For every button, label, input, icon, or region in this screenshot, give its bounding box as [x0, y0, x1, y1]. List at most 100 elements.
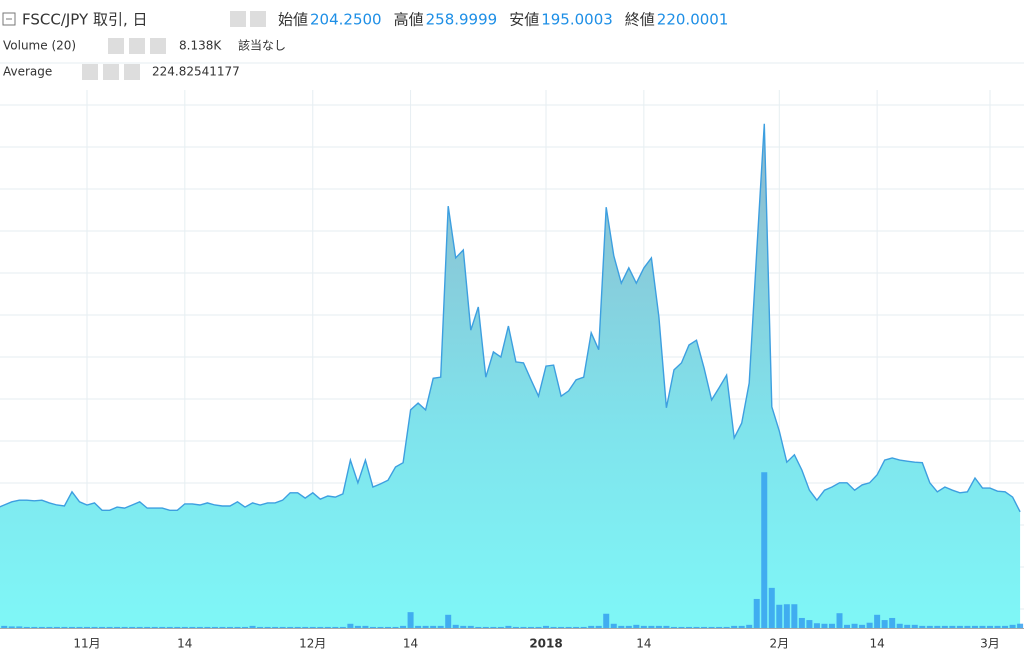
- volume-bar: [369, 626, 376, 628]
- volume-bar: [640, 625, 647, 628]
- volume-bar: [941, 625, 948, 628]
- volume-bar: [332, 626, 339, 628]
- volume-bar: [618, 625, 625, 628]
- volume-bar: [573, 626, 580, 628]
- volume-bar: [670, 626, 677, 628]
- volume-bar: [61, 626, 68, 628]
- volume-bar: [437, 625, 444, 628]
- eye-icon[interactable]: [230, 11, 246, 27]
- volume-bar: [31, 626, 38, 628]
- volume-bar: [159, 626, 166, 628]
- close-icon[interactable]: [124, 64, 140, 80]
- volume-bar: [445, 614, 452, 628]
- volume-bar: [633, 624, 640, 628]
- chart-title: FSCC/JPY 取引, 日: [22, 11, 148, 29]
- volume-bar: [663, 625, 670, 628]
- volume-bar: [339, 626, 346, 628]
- collapse-icon[interactable]: [2, 12, 16, 26]
- volume-bar: [866, 622, 873, 628]
- volume-bar: [23, 626, 30, 628]
- volume-bar: [791, 604, 798, 628]
- volume-bar: [543, 625, 550, 628]
- x-tick-label: 14: [177, 637, 192, 651]
- volume-bar: [1009, 624, 1016, 628]
- volume-bar: [490, 626, 497, 628]
- volume-bar: [354, 625, 361, 628]
- volume-bar: [716, 626, 723, 628]
- volume-bar: [648, 625, 655, 628]
- volume-bar: [768, 587, 775, 628]
- volume-bar: [452, 624, 459, 628]
- eye-icon[interactable]: [108, 38, 124, 54]
- volume-bar: [204, 626, 211, 628]
- volume-bar: [242, 626, 249, 628]
- volume-bar: [196, 626, 203, 628]
- ohlc-legend: 始値 204.2500 高値 258.9999 安値 195.0003 終値 220.0001: [278, 11, 728, 29]
- volume-bar: [987, 625, 993, 628]
- volume-bar: [558, 626, 565, 628]
- volume-bar: [588, 625, 595, 628]
- close-icon[interactable]: [150, 38, 166, 54]
- volume-bar: [889, 617, 896, 628]
- volume-bar: [535, 626, 542, 628]
- x-tick-label: 14: [403, 637, 418, 651]
- volume-bar: [415, 625, 422, 628]
- volume-bar: [520, 626, 527, 628]
- volume-bar: [994, 625, 1001, 628]
- volume-bar: [813, 623, 820, 628]
- ohlc-label: 終値: [625, 11, 655, 29]
- volume-bar: [362, 625, 369, 628]
- ohlc-label: 始値: [278, 11, 308, 29]
- volume-bar: [377, 626, 384, 628]
- volume-bar: [317, 626, 324, 628]
- volume-bar: [979, 625, 986, 628]
- volume-bar: [971, 625, 978, 628]
- volume-bar: [956, 625, 963, 628]
- ohlc-value: 220.0001: [657, 11, 729, 29]
- volume-bar: [114, 626, 121, 628]
- volume-bar: [151, 626, 158, 628]
- volume-bar: [422, 625, 429, 628]
- volume-bar: [234, 626, 241, 628]
- settings-icon[interactable]: [103, 64, 119, 80]
- volume-bar: [964, 625, 971, 628]
- volume-bar: [527, 626, 534, 628]
- x-tick-label: 12月: [299, 637, 326, 651]
- settings-icon[interactable]: [250, 11, 266, 27]
- volume-bar: [294, 626, 301, 628]
- volume-bar: [934, 625, 941, 628]
- volume-bar: [565, 626, 572, 628]
- volume-bar: [512, 626, 519, 628]
- volume-bar: [761, 472, 768, 628]
- volume-bar: [16, 626, 23, 628]
- x-tick-label: 14: [869, 637, 884, 651]
- volume-bar: [8, 626, 15, 628]
- average-value: 224.82541177: [152, 65, 240, 79]
- volume-bar: [550, 626, 557, 628]
- volume-bar: [731, 625, 738, 628]
- ohlc-value: 195.0003: [541, 11, 613, 29]
- volume-bar: [693, 626, 700, 628]
- volume-bar: [38, 626, 45, 628]
- volume-bar: [738, 625, 745, 628]
- volume-bar: [505, 625, 512, 628]
- volume-bar: [302, 626, 309, 628]
- x-axis-bg: [0, 628, 1024, 659]
- volume-bar: [211, 626, 218, 628]
- volume-bar: [625, 625, 632, 628]
- x-tick-label: 14: [636, 637, 651, 651]
- volume-bar: [121, 626, 128, 628]
- volume-bar: [610, 623, 617, 628]
- volume-bar: [753, 598, 760, 628]
- volume-bar: [482, 626, 489, 628]
- volume-bar: [655, 625, 662, 628]
- eye-icon[interactable]: [82, 64, 98, 80]
- volume-bar: [347, 623, 354, 628]
- volume-bar: [1, 625, 8, 628]
- volume-bar: [407, 612, 414, 628]
- settings-icon[interactable]: [129, 38, 145, 54]
- volume-bar: [226, 626, 233, 628]
- volume-bar: [174, 626, 181, 628]
- volume-bar: [904, 624, 911, 628]
